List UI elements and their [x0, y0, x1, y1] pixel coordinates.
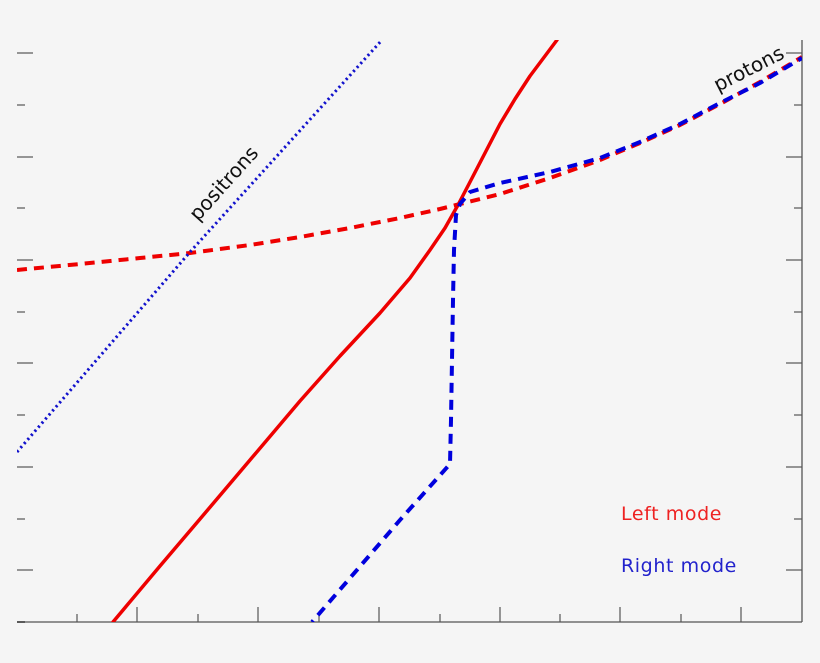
series-line-solid-0 [111, 40, 559, 622]
series-line-dotted-3 [17, 40, 384, 453]
series-layer [17, 40, 802, 622]
axes [17, 40, 803, 623]
legend: Left mode Right mode [621, 503, 737, 577]
legend-item: Right mode [621, 555, 737, 577]
series-line-dashed-2 [310, 56, 802, 622]
legend-item: Left mode [621, 503, 722, 525]
